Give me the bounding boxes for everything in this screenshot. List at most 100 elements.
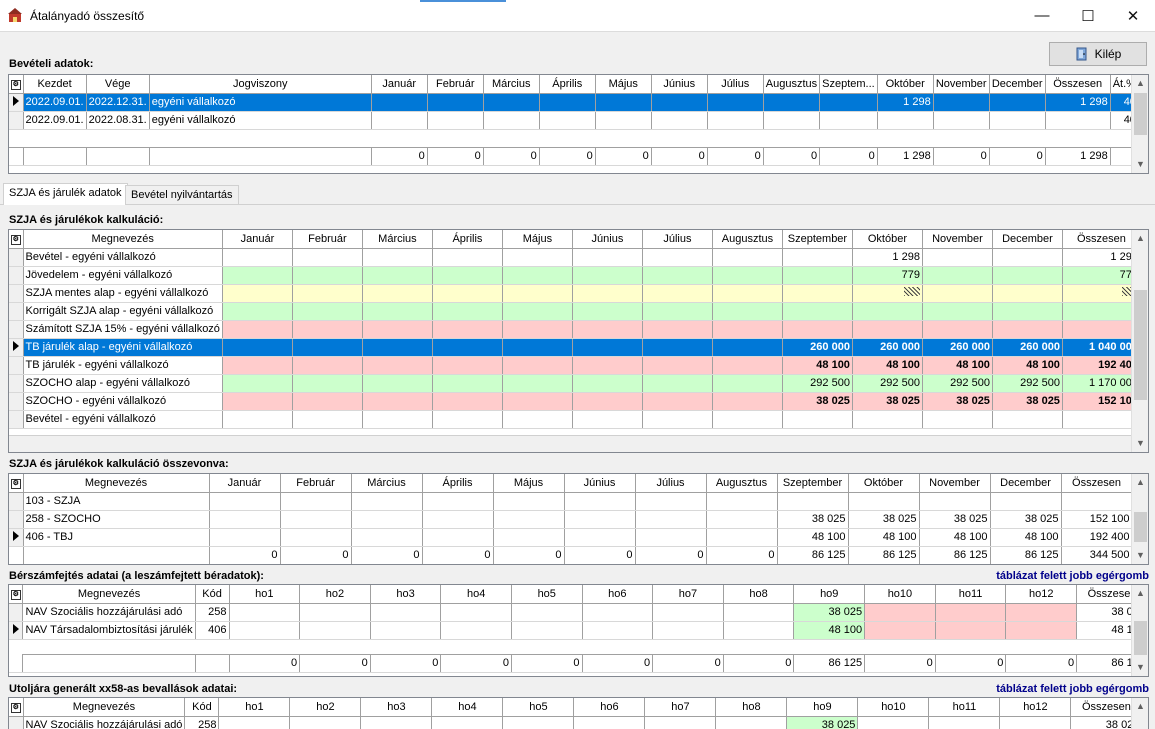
column-header[interactable]: Összesen [1070,698,1143,717]
table-cell[interactable]: 38 025 [852,392,923,411]
column-header[interactable]: November [922,230,993,249]
table-cell[interactable] [1005,621,1078,640]
table-cell[interactable] [595,93,652,112]
table-cell[interactable] [222,284,293,303]
table-row[interactable]: NAV Társadalombiztosítási járulék 406 48 1… [9,621,1148,640]
table-cell[interactable] [582,621,654,640]
table-cell[interactable] [280,510,352,529]
table-cell[interactable] [370,603,442,622]
table-cell[interactable] [922,266,993,285]
table-cell[interactable] [229,621,301,640]
table-cell[interactable]: 2022.12.31. [86,93,150,112]
table-cell[interactable]: 258 - SZOCHO [23,510,210,529]
table-cell[interactable] [572,356,643,375]
table-cell[interactable] [644,716,717,729]
table-cell[interactable] [989,93,1046,112]
table-cell[interactable] [723,603,795,622]
table-cell[interactable] [432,338,503,357]
table-cell[interactable]: 1 040 000 [1062,338,1141,357]
table-cell[interactable] [642,302,713,321]
table-cell[interactable] [351,492,423,511]
row-indicator-header[interactable]: ⚙ [9,698,24,717]
column-header[interactable]: ho5 [511,585,583,604]
table-cell[interactable]: 103 - SZJA [23,492,210,511]
table-cell[interactable] [370,621,442,640]
table-cell[interactable] [222,374,293,393]
table-cell[interactable]: 260 000 [992,338,1063,357]
column-header[interactable]: Július [707,75,764,94]
table-cell[interactable] [595,111,652,130]
table-cell[interactable] [511,603,583,622]
row-indicator[interactable] [9,302,24,321]
column-header[interactable]: ho2 [299,585,371,604]
table-cell[interactable]: NAV Szociális hozzájárulási adó [22,603,196,622]
table-cell[interactable] [1045,111,1111,130]
close-button[interactable]: ✕ [1110,0,1155,31]
row-indicator[interactable] [9,392,24,411]
table-cell[interactable] [362,320,433,339]
table-cell[interactable] [642,284,713,303]
table-cell[interactable] [572,266,643,285]
table-cell[interactable] [712,392,783,411]
column-header[interactable]: Megnevezés [23,474,210,493]
table-cell[interactable] [564,492,636,511]
table-cell[interactable] [292,374,363,393]
table-cell[interactable] [782,248,853,267]
table-cell[interactable] [222,248,293,267]
column-header[interactable]: ho9 [793,585,866,604]
table-cell[interactable] [502,374,573,393]
minimize-button[interactable]: — [1019,0,1065,31]
table-cell[interactable] [362,302,433,321]
table-cell[interactable] [992,320,1063,339]
column-header[interactable]: ho7 [644,698,717,717]
table-row[interactable]: TB járulék - egyéni vállalkozó 48 100 48 1… [9,356,1141,375]
table-cell[interactable] [280,528,352,547]
column-header[interactable]: Március [362,230,433,249]
table-cell[interactable] [1062,302,1141,321]
table-row[interactable]: Bevétel - egyéni vállalkozó [9,410,1141,429]
column-header[interactable]: Június [651,75,708,94]
table-cell[interactable] [782,410,853,429]
table-cell[interactable] [292,284,363,303]
table-cell[interactable] [362,392,433,411]
row-indicator-header[interactable]: ⚙ [9,474,24,493]
tab-szja-adatok[interactable]: SZJA és járulék adatok [3,183,128,205]
table-cell[interactable] [502,284,573,303]
table-cell[interactable]: 779 [852,266,923,285]
grid-settings-icon[interactable]: ⚙ [10,235,21,246]
column-header[interactable]: Október [848,474,920,493]
table-cell[interactable]: 292 500 [992,374,1063,393]
table-cell[interactable]: Számított SZJA 15% - egyéni vállalkozó [23,320,223,339]
table-cell[interactable] [432,266,503,285]
column-header[interactable]: December [989,75,1046,94]
column-header[interactable]: Megnevezés [23,230,223,249]
table-cell[interactable]: 1 298 [877,93,934,112]
column-header[interactable]: ho6 [573,698,646,717]
table-cell[interactable]: egyéni vállalkozó [149,93,372,112]
table-cell[interactable] [723,621,795,640]
table-row[interactable]: Számított SZJA 15% - egyéni vállalkozó [9,320,1141,339]
row-indicator[interactable] [9,410,24,429]
table-cell[interactable]: egyéni vállalkozó [149,111,372,130]
table-cell[interactable]: 38 025 [782,392,853,411]
table-cell[interactable] [573,716,646,729]
column-header[interactable]: ho12 [1005,585,1078,604]
table-row[interactable]: NAV Szociális hozzájárulási adó 258 38 025… [9,603,1148,622]
table-cell[interactable] [922,284,993,303]
column-header[interactable]: Április [539,75,596,94]
table-cell[interactable]: 2022.09.01. [23,93,87,112]
row-indicator[interactable] [9,93,24,112]
column-header[interactable]: Összesen [1061,474,1133,493]
row-indicator[interactable] [9,621,24,640]
column-header[interactable]: ho5 [502,698,575,717]
table-cell[interactable] [989,111,1046,130]
table-row[interactable]: SZOCHO alap - egyéni vállalkozó 292 500 29… [9,374,1141,393]
table-cell[interactable] [642,320,713,339]
table-cell[interactable] [502,410,573,429]
table-cell[interactable] [502,392,573,411]
table-cell[interactable]: SZOCHO - egyéni vállalkozó [23,392,223,411]
row-indicator[interactable] [9,320,24,339]
grid-settings-icon[interactable]: ⚙ [10,80,21,91]
table-cell[interactable] [706,510,778,529]
table-cell[interactable] [218,716,291,729]
